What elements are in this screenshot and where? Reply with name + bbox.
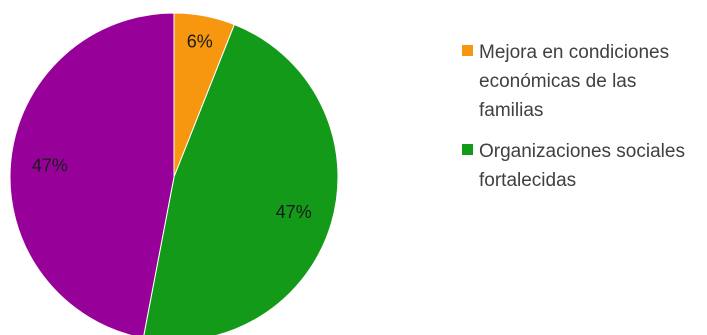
legend: Mejora en condiciones económicas de las … bbox=[462, 38, 702, 207]
legend-item-organizaciones: Organizaciones sociales fortalecidas bbox=[462, 137, 702, 195]
pie-slice-label-0: 6% bbox=[187, 32, 213, 52]
legend-swatch-organizaciones bbox=[462, 144, 473, 155]
pie-chart: 6% 47% 47% bbox=[9, 12, 339, 335]
legend-item-mejora: Mejora en condiciones económicas de las … bbox=[462, 38, 702, 125]
pie-slice-2 bbox=[9, 12, 175, 335]
legend-label-organizaciones: Organizaciones sociales fortalecidas bbox=[479, 141, 685, 191]
legend-swatch-mejora bbox=[462, 45, 473, 56]
pie-slice-1 bbox=[143, 23, 339, 335]
legend-label-mejora: Mejora en condiciones económicas de las … bbox=[479, 42, 670, 121]
pie-slice-label-2: 47% bbox=[32, 155, 68, 175]
pie-slice-label-1: 47% bbox=[276, 202, 312, 222]
